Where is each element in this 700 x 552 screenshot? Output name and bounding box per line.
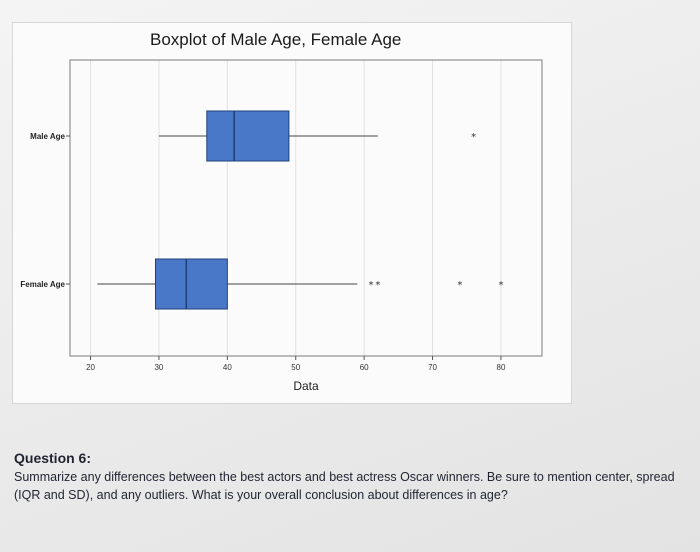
female-age-iqr-box <box>155 258 228 310</box>
series-layer: ** * * * <box>97 110 503 310</box>
male-age-outlier-0: * <box>471 132 476 143</box>
chart-card <box>12 22 572 404</box>
male-age-iqr-box <box>206 110 290 162</box>
x-tick-label-60: 60 <box>360 363 369 372</box>
question-text: Summarize any differences between the be… <box>14 470 675 502</box>
female-age-outlier-1: * <box>375 280 380 291</box>
female-age-outlier-3: * <box>498 280 503 291</box>
x-tick-label-70: 70 <box>428 363 437 372</box>
female-age-label: Female Age <box>20 280 65 289</box>
x-tick-label-20: 20 <box>86 363 95 372</box>
female-age-outlier-2: * <box>457 280 462 291</box>
question-title: Question 6: <box>14 450 92 466</box>
x-axis-ticks: 20 30 40 50 60 70 80 Male Age Female Age <box>20 132 506 372</box>
x-tick-label-30: 30 <box>154 363 163 372</box>
plot-frame <box>69 59 543 357</box>
x-axis-title: Data <box>293 379 319 393</box>
female-age-outlier-0: * <box>368 280 373 291</box>
x-tick-label-40: 40 <box>223 363 232 372</box>
chart-title: Boxplot of Male Age, Female Age <box>150 30 402 49</box>
x-tick-label-50: 50 <box>291 363 300 372</box>
question-block: Question 6: Summarize any differences be… <box>14 450 694 504</box>
male-age-label: Male Age <box>30 132 65 141</box>
x-tick-label-80: 80 <box>497 363 506 372</box>
grid-lines <box>90 60 502 356</box>
